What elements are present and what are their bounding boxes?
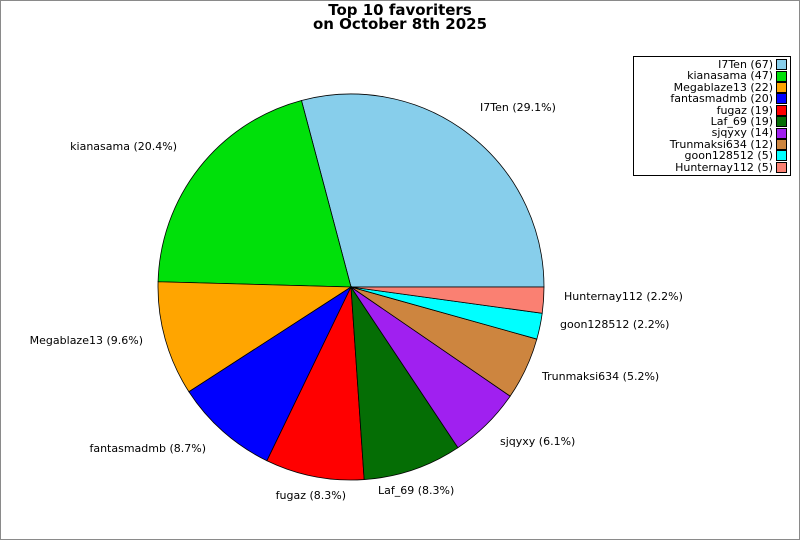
pie-wedge-Hunternay112 [350,286,545,314]
legend-color-swatch [776,104,787,116]
legend-item-kianasama: kianasama (47) [637,69,787,83]
legend-item-label: fugaz (19) [716,103,773,117]
chart-title: Top 10 favoriters on October 8th 2025 [1,1,799,33]
legend-item-label: goon128512 (5) [684,149,773,163]
legend-item-I7Ten: I7Ten (67) [637,59,787,70]
legend: I7Ten (67) kianasama (47) Megablaze13 (22)… [633,56,791,176]
wedge-label-trunmaksi634: Trunmaksi634 (5.2%) [542,370,660,383]
pie-wedge-fantasmadmb [188,285,352,462]
legend-item-label: fantasmadmb (20) [670,92,773,106]
pie-wedge-I7Ten [300,93,545,288]
legend-item-label: sjqyxy (14) [711,126,773,140]
legend-item-Laf_69: Laf_69 (19) [637,116,787,127]
legend-item-fugaz: fugaz (19) [637,103,787,117]
legend-color-swatch [776,70,787,82]
legend-item-label: Laf_69 (19) [710,114,773,128]
wedge-label-fugaz: fugaz (8.3%) [275,489,346,502]
legend-item-Hunternay112: Hunternay112 (5) [637,160,787,174]
chart-title-line2: on October 8th 2025 [312,15,488,33]
pie-wedge-Laf_69 [350,285,459,480]
legend-item-label: I7Ten (67) [718,58,773,71]
legend-item-label: Trunmaksi634 (12) [669,137,773,151]
pie-wedge-Megablaze13 [157,281,353,393]
legend-item-label: kianasama (47) [687,69,773,83]
wedge-label-goon128512: goon128512 (2.2%) [560,318,670,331]
legend-item-sjqyxy: sjqyxy (14) [637,126,787,140]
wedge-label-kianasama: kianasama (20.4%) [70,140,177,153]
legend-item-fantasmadmb: fantasmadmb (20) [637,92,787,106]
legend-color-swatch [776,150,787,162]
legend-item-Trunmaksi634: Trunmaksi634 (12) [637,137,787,151]
legend-item-Megablaze13: Megablaze13 (22) [637,80,787,94]
legend-color-swatch [776,93,787,105]
legend-color-swatch [776,59,787,71]
wedge-label-hunternay112: Hunternay112 (2.2%) [564,290,683,303]
legend-item-goon128512: goon128512 (5) [637,149,787,163]
wedge-label-i7ten: I7Ten (29.1%) [480,101,556,114]
wedge-label-sjqyxy: sjqyxy (6.1%) [500,435,576,448]
pie-wedge-fugaz [266,285,365,481]
chart-title-line1: Top 10 favoriters [328,1,472,19]
legend-color-swatch [776,116,787,128]
legend-item-label: Hunternay112 (5) [675,160,773,174]
wedge-label-laf-69: Laf_69 (8.3%) [378,484,455,497]
wedge-label-megablaze13: Megablaze13 (9.6%) [29,334,143,347]
legend-color-swatch [776,138,787,150]
legend-color-swatch [776,127,787,139]
legend-color-swatch [776,161,787,173]
wedge-label-fantasmadmb: fantasmadmb (8.7%) [89,442,206,455]
legend-color-swatch [776,81,787,93]
legend-item-label: Megablaze13 (22) [673,80,773,94]
pie-wedge-kianasama [157,99,352,288]
